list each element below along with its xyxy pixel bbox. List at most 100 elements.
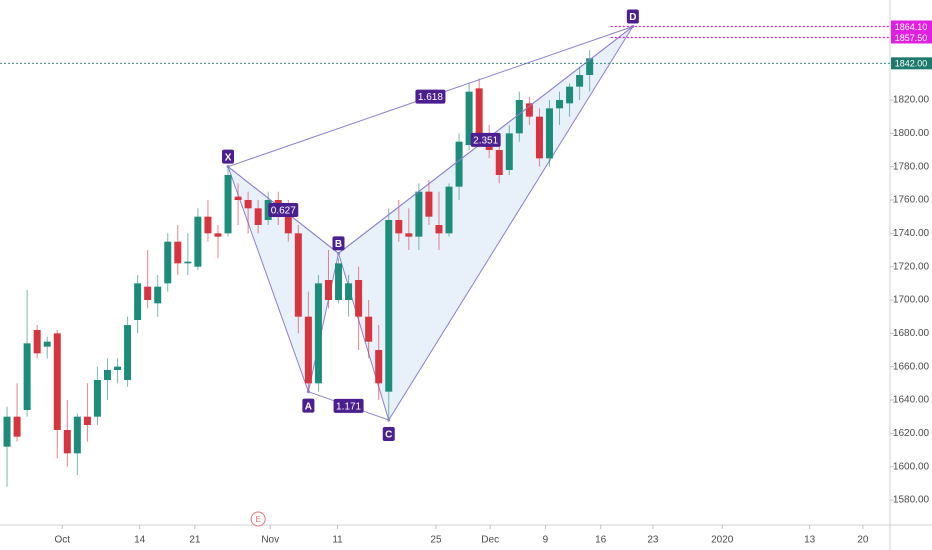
candle-body [445, 186, 453, 234]
point-label: C [385, 430, 392, 441]
candle-body [264, 200, 272, 220]
candle-body [465, 91, 473, 145]
point-label: A [305, 401, 312, 412]
x-tick-label: 16 [595, 535, 607, 546]
candle-body [335, 263, 343, 300]
candle-body [53, 333, 61, 430]
candle-body [3, 416, 11, 447]
candle-body [505, 133, 513, 170]
candle-body [405, 233, 413, 237]
pattern-bcd [337, 26, 634, 422]
price-label-bg [891, 31, 932, 44]
point-label-bg [302, 398, 315, 413]
y-tick-label: 1620.00 [893, 428, 930, 439]
candle-body [73, 416, 81, 454]
point-label: X [225, 152, 232, 163]
pattern-point [226, 165, 230, 169]
candle-body [495, 150, 503, 175]
ratio-label: 0.627 [271, 206, 296, 217]
x-tick-label: 11 [332, 535, 343, 546]
event-marker [250, 511, 266, 527]
candle-body [93, 380, 101, 417]
candle-body [586, 58, 594, 75]
candle-body [556, 100, 564, 109]
candle-body [455, 141, 463, 187]
candle-body [184, 261, 192, 264]
candle-body [23, 343, 31, 410]
candle-body [244, 200, 252, 209]
y-tick-label: 1760.00 [893, 195, 930, 206]
candle-body [515, 100, 523, 134]
candle-body [375, 350, 383, 384]
price-label-bg [891, 57, 932, 70]
candle-body [475, 88, 483, 134]
point-label-bg [332, 236, 345, 251]
candle-body [385, 220, 393, 392]
point-label: B [335, 239, 342, 250]
point-label-bg [626, 9, 639, 24]
pattern-point [306, 390, 310, 394]
ratio-label: 2.351 [473, 136, 498, 147]
candle-body [345, 283, 353, 300]
candle-body [154, 286, 162, 304]
y-tick-label: 1720.00 [893, 261, 930, 272]
candle-body [395, 220, 403, 234]
ratio-label-bg [415, 89, 446, 104]
pattern-point [387, 418, 391, 422]
candle-body [425, 191, 433, 217]
candle-body [304, 316, 312, 384]
x-tick-label: 25 [430, 535, 442, 546]
pattern-xab [226, 165, 340, 394]
x-tick-label: Nov [261, 535, 279, 546]
candle-body [576, 75, 584, 87]
candle-body [314, 283, 322, 384]
candle-body [103, 370, 111, 380]
point-label-bg [382, 427, 395, 441]
y-tick-label: 1780.00 [893, 161, 930, 172]
candle-body [114, 366, 122, 370]
candle-body [224, 175, 232, 234]
ratio-label: 1.171 [336, 401, 361, 412]
candle-body [144, 286, 152, 300]
x-tick-label: 20 [857, 535, 869, 546]
candle-body [164, 241, 172, 284]
ratio-label-bg [470, 132, 501, 147]
y-tick-label: 1740.00 [893, 228, 930, 239]
candle-body [535, 116, 543, 159]
y-tick-label: 1820.00 [893, 95, 930, 106]
x-tick-label: 13 [804, 535, 816, 546]
candle-body [63, 430, 71, 454]
event-label: E [255, 515, 260, 524]
ratio-label-bg [333, 398, 364, 413]
y-tick-label: 1700.00 [893, 295, 930, 306]
x-tick-label: 23 [647, 535, 659, 546]
candle-body [204, 216, 212, 234]
x-tick-label: 21 [189, 535, 201, 546]
candle-body [124, 325, 132, 380]
candle-body [214, 233, 222, 237]
price-label: 1857.50 [895, 33, 928, 43]
candle-body [415, 191, 423, 237]
x-tick-label: 9 [543, 535, 549, 546]
candle-body [13, 416, 21, 437]
candle-body [435, 225, 443, 234]
candle-body [324, 280, 332, 300]
candle-body [294, 233, 302, 317]
price-label-bg [891, 20, 932, 33]
candle-body [254, 208, 262, 225]
x-tick-label: Oct [54, 535, 70, 546]
candle-body [174, 241, 182, 264]
candle-body [234, 196, 242, 200]
candle-body [134, 283, 142, 320]
candle-body [355, 280, 363, 317]
point-label-bg [222, 149, 235, 164]
y-tick-label: 1680.00 [893, 328, 930, 339]
ratio-label-bg [268, 203, 299, 217]
y-tick-label: 1600.00 [893, 461, 930, 472]
candle-body [43, 341, 51, 347]
price-label: 1864.10 [895, 22, 928, 32]
pattern-point [337, 251, 341, 255]
candle-body [525, 103, 533, 117]
y-tick-label: 1800.00 [893, 128, 930, 139]
candle-body [566, 86, 574, 104]
